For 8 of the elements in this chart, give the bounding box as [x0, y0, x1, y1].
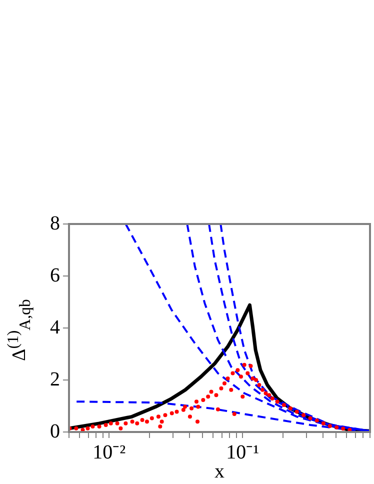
x-axis-title: x — [214, 460, 224, 482]
y-tick-label: 2 — [50, 368, 60, 390]
y-tick-label: 0 — [50, 420, 60, 442]
x-tick-label: 10⁻² — [92, 441, 126, 464]
y-tick-label: 8 — [50, 212, 60, 234]
y-tick-label: 6 — [50, 264, 60, 286]
x-tick-label: 10⁻¹ — [226, 441, 260, 464]
y-tick-label: 4 — [50, 316, 60, 338]
